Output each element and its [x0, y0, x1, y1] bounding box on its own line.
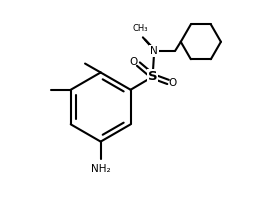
Text: O: O [129, 57, 138, 67]
Text: O: O [169, 78, 177, 88]
Text: S: S [149, 70, 157, 83]
Text: S: S [148, 70, 158, 83]
Text: CH₃: CH₃ [133, 24, 148, 33]
Text: N: N [150, 46, 158, 56]
Text: NH₂: NH₂ [91, 164, 110, 174]
Text: N: N [150, 46, 158, 56]
